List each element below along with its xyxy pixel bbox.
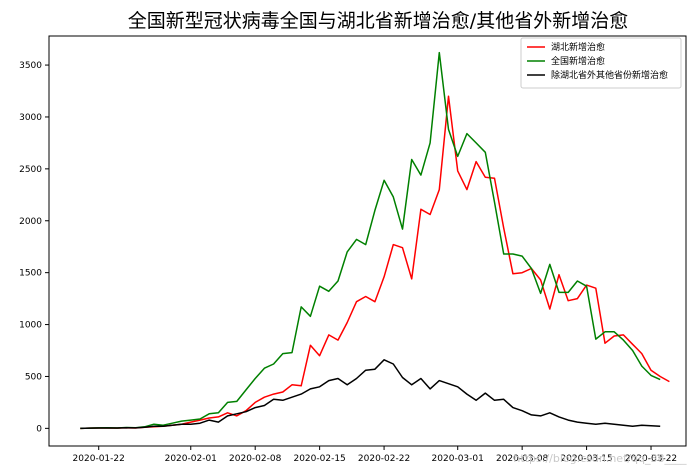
y-tick-label: 3000 — [19, 113, 42, 123]
series-line-1 — [80, 51, 661, 430]
y-tick-label: 1500 — [19, 269, 42, 279]
x-tick-label: 2020-02-08 — [229, 454, 282, 464]
y-tick-label: 2500 — [19, 165, 42, 175]
legend-box — [520, 37, 682, 89]
y-tick-label: 1000 — [19, 321, 42, 331]
y-tick-label: 3500 — [19, 61, 42, 71]
plot-area-frame — [48, 35, 687, 447]
x-tick-label: 2020-02-01 — [165, 454, 217, 464]
legend-label-2: 除湖北省外其他省份新增治愈 — [551, 69, 668, 81]
x-tick-label: 2020-01-22 — [73, 454, 125, 464]
chart-title: 全国新型冠状病毒全国与湖北省新增治愈/其他省外新增治愈 — [128, 10, 628, 32]
y-axis: 0 500 1000 1500 2000 2500 3000 3500 — [19, 61, 49, 434]
x-axis: 2020-01-22 2020-02-01 2020-02-08 2020-02-15… — [73, 446, 677, 464]
legend-label-1: 全国新增治愈 — [551, 55, 605, 67]
x-tick-label: 2020-03-15 — [560, 454, 612, 464]
watermark: https://blog.csdn.net/qq_38____ — [513, 452, 687, 465]
x-tick-label: 2020-03-01 — [432, 454, 484, 464]
x-tick-label: 2020-02-22 — [358, 454, 410, 464]
x-tick-label: 2020-03-08 — [496, 454, 549, 464]
x-tick-label: 2020-02-15 — [293, 454, 345, 464]
series-line-0 — [80, 95, 670, 430]
series-layer — [80, 51, 670, 430]
y-tick-label: 2000 — [19, 217, 42, 227]
series-line-2 — [80, 359, 661, 430]
x-tick-label: 2020-03-22 — [625, 454, 677, 464]
y-tick-label: 0 — [36, 424, 42, 434]
legend-label-0: 湖北新增治愈 — [551, 41, 605, 53]
y-tick-label: 500 — [25, 372, 42, 382]
